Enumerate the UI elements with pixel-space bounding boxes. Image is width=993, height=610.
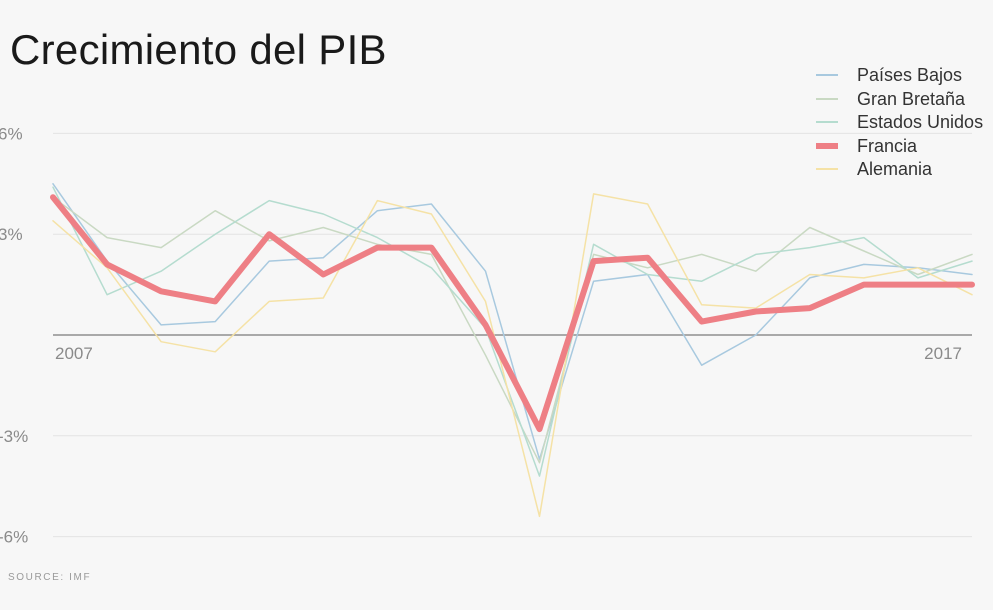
legend-swatch [816, 168, 838, 170]
chart-title: Crecimiento del PIB [10, 26, 387, 73]
legend-item: Francia [814, 135, 993, 159]
source-note: SOURCE: IMF [8, 572, 92, 583]
legend-swatch [816, 121, 838, 123]
legend-label: Francia [857, 135, 918, 156]
legend-swatch [816, 142, 838, 149]
legend-swatch [816, 97, 838, 100]
series-line-gran-bretaña [52, 196, 973, 464]
legend-label: Gran Bretaña [857, 88, 966, 109]
legend-label: Países Bajos [857, 65, 963, 85]
legend-label: Estados Unidos [857, 112, 984, 132]
y-tick-label: 6% [0, 124, 23, 143]
y-tick-label: 3% [0, 225, 23, 244]
y-tick-label: -3% [0, 427, 28, 446]
legend-item: Estados Unidos [814, 111, 993, 135]
legend-label: Alemania [857, 159, 933, 179]
legend-item: Gran Bretaña [814, 88, 993, 112]
x-tick-label: 2007 [55, 344, 93, 363]
x-tick-label: 2017 [924, 344, 962, 363]
series-line-países-bajos [52, 183, 973, 461]
legend-swatch [816, 74, 838, 76]
series-line-alemania [52, 193, 973, 518]
legend-item: Países Bajos [814, 64, 993, 88]
series-line-francia [50, 194, 975, 433]
series-line-estados-unidos [52, 186, 973, 477]
legend: Países Bajos Gran Bretaña Estados Unidos Fr… [814, 64, 993, 182]
legend-item: Alemania [814, 158, 993, 182]
y-tick-label: -6% [0, 528, 28, 547]
